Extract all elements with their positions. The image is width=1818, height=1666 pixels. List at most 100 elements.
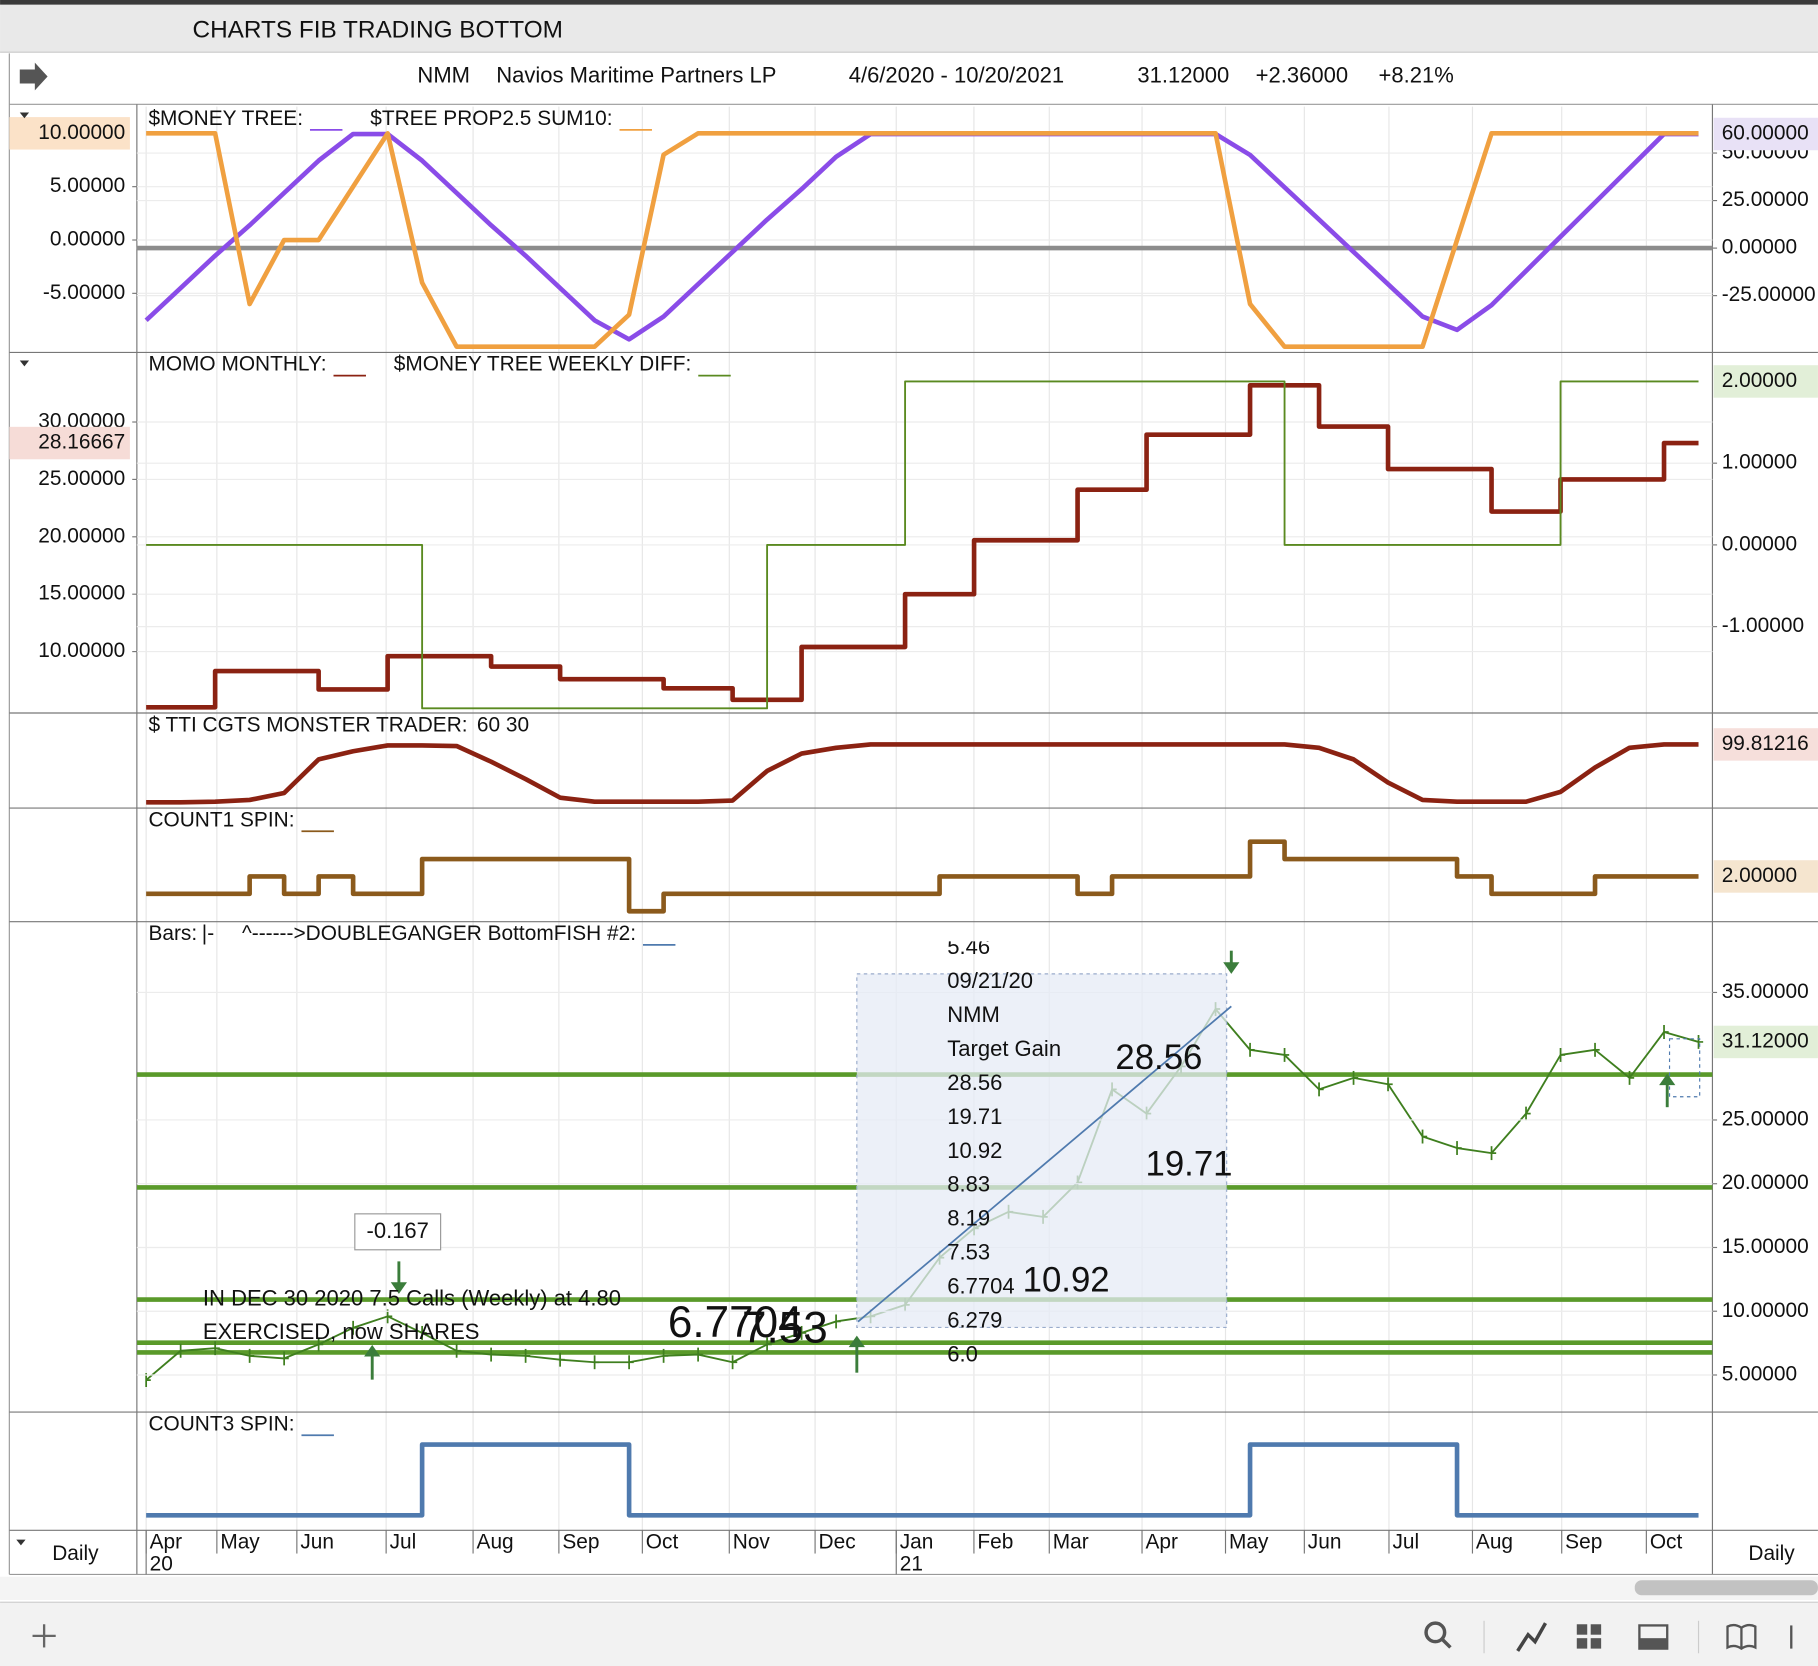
legend-label: $MONEY TREE: xyxy=(148,107,303,130)
x-tick-label: Aug xyxy=(1476,1531,1513,1554)
forward-arrow[interactable] xyxy=(19,62,48,91)
panel: 99.81216 $ TTI CGTS MONSTER TRADER: 60 30 xyxy=(9,712,1818,805)
price-annotations xyxy=(354,950,1701,1380)
symbol: NMM xyxy=(417,62,470,87)
target-box-text: 5.46 09/21/20 NMM Target Gain 28.56 19.71 10.9… xyxy=(947,934,1061,1367)
x-tick-label: Jan xyxy=(900,1531,934,1554)
tick-label: 0.00000 xyxy=(1722,532,1797,555)
target-box-level: 6.0 xyxy=(947,1342,978,1367)
search-button[interactable] xyxy=(1424,1621,1452,1649)
tick-label: 30.00000 xyxy=(38,410,125,433)
series-line xyxy=(146,382,1699,710)
legend-label: $ TTI CGTS MONSTER TRADER: xyxy=(148,713,467,736)
menu-triangle[interactable] xyxy=(19,360,30,367)
target-box-line: Target Gain xyxy=(947,1036,1061,1061)
target-box-level: 8.83 xyxy=(947,1172,990,1197)
book-button[interactable] xyxy=(1726,1623,1757,1651)
add-button[interactable] xyxy=(32,1624,56,1648)
x-tick-label: Nov xyxy=(733,1531,771,1554)
legend: $ TTI CGTS MONSTER TRADER: 60 30 xyxy=(148,713,529,736)
tick-label: 25.00000 xyxy=(1722,188,1809,211)
scroll-thumb[interactable] xyxy=(1634,1580,1818,1596)
search-icon[interactable] xyxy=(1441,1638,1452,1649)
layout-icon[interactable] xyxy=(1590,1624,1602,1635)
panel: 30.00000 25.00000 20.00000 15.00000 10.00000… xyxy=(9,351,1818,710)
search-icon[interactable] xyxy=(1424,1621,1447,1644)
x-tick-label: Apr xyxy=(150,1531,183,1554)
window-title: CHARTS FIB TRADING BOTTOM xyxy=(193,17,563,44)
series-line xyxy=(146,380,1699,710)
arrow-head xyxy=(848,1335,865,1348)
target-box-level: 7.53 xyxy=(947,1240,990,1265)
selection-box xyxy=(1668,1038,1701,1098)
tick-label: 0.00000 xyxy=(1722,236,1797,259)
window-edge xyxy=(0,0,1818,5)
line-chart-button[interactable] xyxy=(1516,1622,1548,1652)
tick-label: 25.00000 xyxy=(38,467,125,490)
note-line: IN DEC 30 2020 7.5 Calls (Weekly) at 4.8… xyxy=(203,1285,621,1310)
tick-label: 10.00000 xyxy=(1722,1299,1809,1322)
x-tick-label: May xyxy=(220,1531,260,1554)
layout-icon[interactable] xyxy=(1576,1638,1588,1649)
scroll-track[interactable] xyxy=(0,1576,1818,1600)
value-box-label: -0.167 xyxy=(367,1218,429,1243)
x-tick-label: Mar xyxy=(1053,1531,1089,1554)
period-label[interactable]: Daily xyxy=(52,1542,99,1565)
year-label: 21 xyxy=(900,1553,923,1576)
layout-icon[interactable] xyxy=(1590,1638,1602,1649)
legend: Bars: |- ^------>DOUBLEGANGER BottomFISH #… xyxy=(148,922,676,946)
panel: COUNT3 SPIN: xyxy=(9,1411,1818,1518)
year-label: 20 xyxy=(150,1553,173,1576)
menu-triangle[interactable] xyxy=(19,112,30,119)
tick-label: 5.00000 xyxy=(50,174,125,197)
layout-button[interactable] xyxy=(1576,1624,1602,1649)
tick-label: 0.00000 xyxy=(50,228,125,251)
legend-marker: |- xyxy=(202,922,214,945)
last-value-label: 31.12000 xyxy=(1722,1029,1809,1052)
tick-label: 20.00000 xyxy=(1722,1171,1809,1194)
target-box-line: 5.46 xyxy=(947,934,990,959)
arrow-icon[interactable] xyxy=(19,62,48,91)
panels: 5.000000.00000-5.0000050.0000025.000000.… xyxy=(9,107,1818,1518)
menu-triangle[interactable] xyxy=(16,1539,26,1546)
series-line xyxy=(146,1442,1699,1518)
date-range: 4/6/2020 - 10/20/2021 xyxy=(849,62,1064,87)
toolbar xyxy=(0,1602,1818,1666)
x-tick-label: Jul xyxy=(1392,1531,1419,1554)
fib-level-label: 28.56 xyxy=(1115,1039,1202,1077)
legend: COUNT3 SPIN: xyxy=(148,1412,334,1437)
x-tick-label: Jun xyxy=(1308,1531,1342,1554)
trend-line xyxy=(857,1005,1232,1323)
legend-label: MOMO MONTHLY: xyxy=(148,353,326,376)
last-value-box xyxy=(1713,117,1818,151)
legend-label: COUNT1 SPIN: xyxy=(148,808,294,831)
panel: 2.00000 COUNT1 SPIN: xyxy=(9,807,1818,914)
legend: COUNT1 SPIN: xyxy=(148,808,334,833)
target-box-line: NMM xyxy=(947,1002,1000,1027)
tick-label: 35.00000 xyxy=(1722,980,1809,1003)
grid xyxy=(145,106,1647,1531)
layout-icon[interactable] xyxy=(1576,1624,1588,1635)
legend-label: COUNT3 SPIN: xyxy=(148,1412,294,1435)
x-tick-label: Aug xyxy=(477,1531,514,1554)
last-price: 31.12000 xyxy=(1137,62,1229,87)
target-box-level: 10.92 xyxy=(947,1138,1002,1163)
legend: MOMO MONTHLY: $MONEY TREE WEEKLY DIFF: xyxy=(148,353,731,377)
x-tick-label: Dec xyxy=(819,1531,856,1554)
x-tick-label: Oct xyxy=(1650,1531,1683,1554)
legend-params: 60 30 xyxy=(477,713,529,736)
period-label[interactable]: Daily xyxy=(1748,1542,1795,1565)
legend-label: ^------>DOUBLEGANGER BottomFISH #2: xyxy=(242,922,636,945)
panel-icon[interactable] xyxy=(1639,1638,1668,1649)
x-tick-label: May xyxy=(1229,1531,1269,1554)
x-tick-label: Feb xyxy=(977,1531,1013,1554)
last-value-box xyxy=(1713,728,1818,761)
tick-label: -1.00000 xyxy=(1722,614,1804,637)
target-box-line: 09/21/20 xyxy=(947,968,1033,993)
x-tick-label: Jun xyxy=(300,1531,334,1554)
last-value-box xyxy=(1713,365,1818,398)
last-value-label: 99.81216 xyxy=(1722,732,1809,755)
tick-label: -5.00000 xyxy=(43,281,125,304)
panel-button[interactable] xyxy=(1638,1624,1669,1650)
